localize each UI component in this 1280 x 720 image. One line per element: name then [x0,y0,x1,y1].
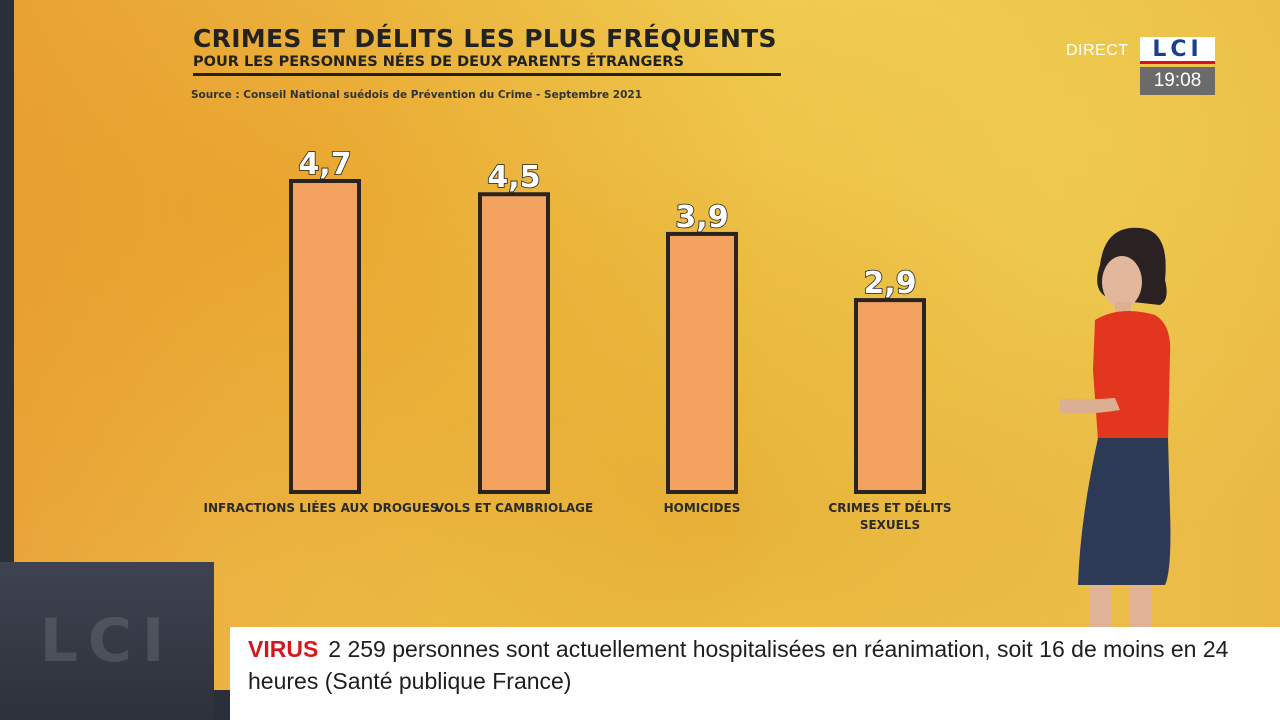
corner-logo-watermark: LCI [39,606,175,676]
category-label-4-line-2: SEXUELS [860,518,920,532]
bar-4 [854,298,926,494]
ticker-message: 2 259 personnes sont actuellement hospit… [248,636,1229,694]
value-label-4: 2,9 [863,266,916,301]
direct-label: DIRECT [1066,42,1129,59]
presenter-figure [1060,227,1171,630]
ticker-text-block: VIRUS 2 259 personnes sont actuellement h… [248,633,1262,697]
category-label-3: HOMICIDES [664,501,741,515]
broadcast-clock: 19:08 [1140,67,1215,95]
ticker-label: VIRUS [248,636,319,662]
value-label-2: 4,5 [487,160,540,195]
channel-logo: LCI [1140,37,1215,64]
category-label-2: VOLS ET CAMBRIOLAGE [435,501,593,515]
news-ticker: VIRUS 2 259 personnes sont actuellement h… [230,627,1280,720]
value-label-3: 3,9 [675,200,728,235]
studio-screen [14,0,1280,690]
chart-title: CRIMES ET DÉLITS LES PLUS FRÉQUENTS [193,24,777,53]
chart-source: Source : Conseil National suédois de Pré… [191,89,643,101]
bar-2 [478,192,550,494]
value-label-1: 4,7 [298,147,351,182]
bar-1 [289,179,361,494]
bar-3 [666,231,738,495]
category-label-1: INFRACTIONS LIÉES AUX DROGUES [203,500,438,515]
corner-logo-panel: LCI [0,562,214,720]
category-label-4: CRIMES ET DÉLITS [828,500,951,515]
chart-subtitle: POUR LES PERSONNES NÉES DE DEUX PARENTS … [193,54,781,76]
chart-title-block: CRIMES ET DÉLITS LES PLUS FRÉQUENTS POUR… [193,24,781,76]
